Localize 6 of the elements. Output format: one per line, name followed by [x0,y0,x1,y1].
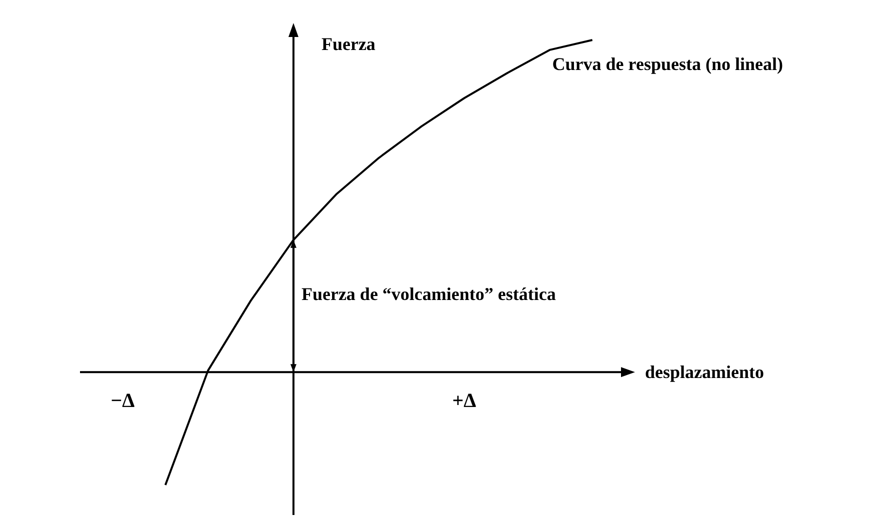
x-tick-label: +Δ [452,390,477,412]
x-tick-label: −Δ [110,390,136,412]
y-axis-title: Fuerza [321,34,376,54]
series-label: Curva de respuesta (no lineal) [552,54,783,74]
x-axis-title: desplazamiento [645,362,764,382]
annotation: Fuerza de “volcamiento” estática [301,284,556,304]
